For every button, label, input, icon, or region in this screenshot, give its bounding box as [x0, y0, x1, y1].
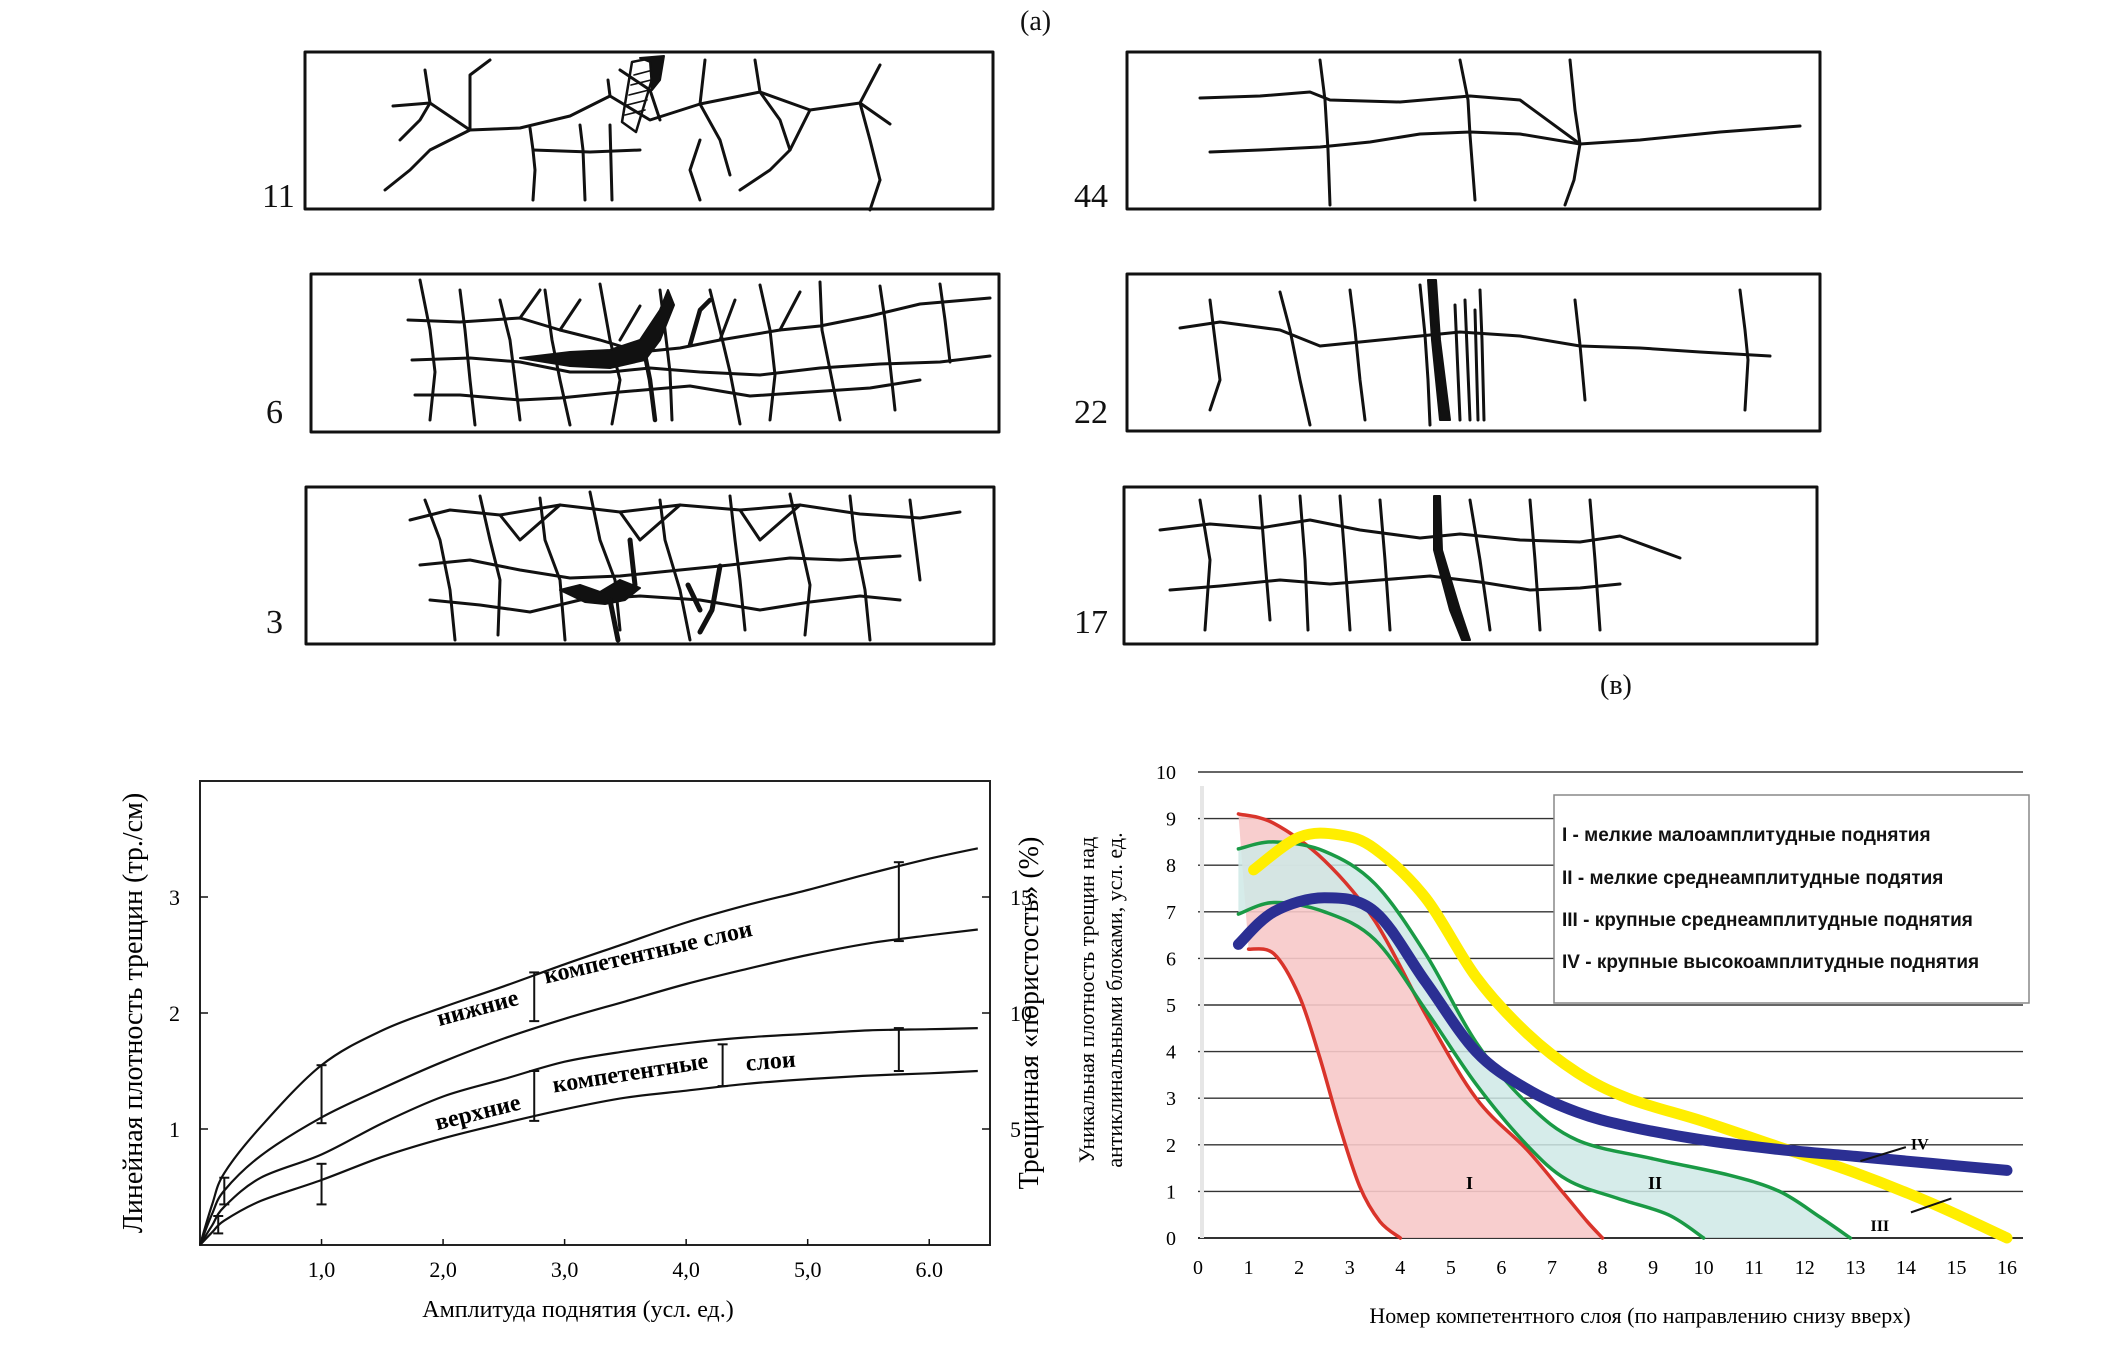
left-chart: 1,0 2,0 3,0 4,0 5,0 6.0 1 2 3 5 10 15 нижние компете…	[118, 780, 1045, 1323]
right-x-tick-label: 15	[1946, 1257, 1966, 1279]
right-x-tick-label: 1	[1244, 1257, 1254, 1279]
left-error-bar-4	[316, 1162, 327, 1206]
right-chart-legend: I - мелкие малоамплитудные поднятия II -…	[1553, 794, 2030, 1004]
sample-17-sketch	[1122, 485, 1819, 646]
right-y-tick-label: 10	[1156, 762, 1176, 784]
region-I-fill	[1238, 813, 1603, 1238]
left-x-tick-label: 3,0	[551, 1257, 579, 1282]
left-error-bar-5	[529, 971, 540, 1023]
left-y2-tick-label: 10	[1010, 1001, 1032, 1026]
left-error-bar-3	[316, 1064, 327, 1125]
legend-item-III: III - крупные среднеамплитудные поднятия	[1562, 910, 1973, 931]
right-y-tick-label: 4	[1166, 1042, 1176, 1064]
right-y-tick-label: 2	[1166, 1135, 1176, 1157]
right-y-tick-label: 0	[1166, 1228, 1176, 1250]
left-curve-4	[199, 1069, 978, 1246]
left-chart-y2label: Трещинная «пористость» (%)	[1014, 837, 1045, 1190]
right-x-tick-label: 14	[1896, 1257, 1916, 1279]
right-y-tick-label: 5	[1166, 995, 1176, 1017]
left-curve-3	[199, 1027, 978, 1246]
right-chart-xlabel: Номер компетентного слоя (по направлению…	[1369, 1303, 1910, 1328]
right-x-tick-label: 0	[1193, 1257, 1203, 1279]
right-curve-III-5	[1248, 827, 2013, 1244]
left-x-tick-label: 5,0	[794, 1257, 822, 1282]
left-curve-2	[198, 928, 978, 1246]
left-y-tick-label: 2	[169, 1001, 180, 1026]
sample-label-22: 22	[1074, 394, 1108, 431]
legend-item-II: II - мелкие среднеамплитудные подятия	[1562, 868, 1943, 889]
legend-item-I: I - мелкие малоамплитудные поднятия	[1562, 825, 1931, 846]
left-x-tick-label: 2,0	[429, 1257, 457, 1282]
region-II-fill	[1238, 841, 1851, 1238]
left-error-bar-6	[529, 1070, 540, 1122]
right-curve-II-4	[1236, 900, 1706, 1240]
right-x-tick-label: 2	[1294, 1257, 1304, 1279]
sample-44-sketch	[1125, 50, 1822, 211]
right-x-tick-label: 16	[1997, 1257, 2017, 1279]
right-x-tick-label: 13	[1845, 1257, 1865, 1279]
sample-11-sketch	[303, 50, 995, 212]
left-chart-xlabel: Амплитуда поднятия (усл. ед.)	[422, 1297, 733, 1323]
left-chart-frame	[199, 780, 991, 1246]
right-curve-II-3	[1236, 840, 1853, 1240]
sample-label-17: 17	[1074, 604, 1108, 641]
sample-6-sketch	[309, 272, 1001, 434]
left-error-bar-8	[893, 861, 904, 943]
right-x-tick-label: 8	[1598, 1257, 1608, 1279]
left-error-bar-7	[717, 1043, 728, 1088]
sample-label-44: 44	[1074, 178, 1108, 215]
left-x-tick-label: 4,0	[672, 1257, 700, 1282]
right-y-tick-label: 8	[1166, 855, 1176, 877]
left-y2-tick-label: 5	[1010, 1117, 1021, 1142]
band-label-upper-word3: слои	[745, 1047, 797, 1077]
sample-3-sketch	[304, 485, 996, 646]
sample-22-sketch	[1125, 272, 1822, 433]
right-y-tick-label: 1	[1166, 1181, 1176, 1203]
band-label-lower-word2: компетентные слои	[541, 916, 755, 989]
region-label-II: II	[1648, 1173, 1662, 1193]
left-error-bar-9	[893, 1027, 904, 1072]
right-y-tick-label: 6	[1166, 948, 1176, 970]
legend-item-IV: IV - крупные высокоамплитудные поднятия	[1562, 952, 1979, 973]
left-y-tick-label: 3	[169, 885, 180, 910]
panel-a-caption: (а)	[1020, 6, 1052, 37]
band-label-lower-word1: нижние	[434, 985, 522, 1032]
right-y-tick-label: 7	[1166, 902, 1176, 924]
right-x-tick-label: 7	[1547, 1257, 1557, 1279]
left-error-bar-1	[219, 1176, 230, 1206]
right-curve-IV-6	[1232, 892, 2013, 1176]
right-x-tick-label: 11	[1745, 1257, 1764, 1279]
sample-label-3: 3	[266, 604, 283, 641]
left-x-tick-label: 1,0	[308, 1257, 336, 1282]
curve-label-IV: IV	[1911, 1136, 1929, 1153]
left-chart-ylabel: Линейная плотность трещин (тр./см)	[118, 793, 149, 1233]
fracture-sketches	[303, 50, 1822, 646]
sample-label-6: 6	[266, 394, 283, 431]
left-error-bar-2	[213, 1215, 224, 1235]
right-chart-ylabel-line2: антиклинальными блоками, усл. ед.	[1102, 832, 1127, 1167]
right-curve-I-2	[1246, 947, 1403, 1240]
left-curve-1	[198, 847, 979, 1246]
panel-v-caption: (в)	[1600, 670, 1632, 701]
right-x-tick-label: 4	[1395, 1257, 1405, 1279]
curve-label-III: III	[1870, 1218, 1889, 1235]
left-y2-tick-label: 15	[1010, 885, 1032, 910]
right-y-tick-label: 9	[1166, 809, 1176, 831]
right-x-tick-label: 6	[1496, 1257, 1506, 1279]
right-x-tick-label: 9	[1648, 1257, 1658, 1279]
right-y-tick-label: 3	[1166, 1088, 1176, 1110]
region-label-I: I	[1466, 1173, 1473, 1193]
left-y-tick-label: 1	[169, 1117, 180, 1142]
right-x-tick-label: 12	[1795, 1257, 1815, 1279]
left-x-tick-label: 6.0	[915, 1257, 943, 1282]
right-chart-ylabel-line1: Уникальная плотность трещин над	[1074, 837, 1099, 1163]
right-x-tick-label: 10	[1694, 1257, 1714, 1279]
sample-label-11: 11	[262, 178, 295, 215]
right-x-tick-label: 3	[1345, 1257, 1355, 1279]
right-x-tick-label: 5	[1446, 1257, 1456, 1279]
